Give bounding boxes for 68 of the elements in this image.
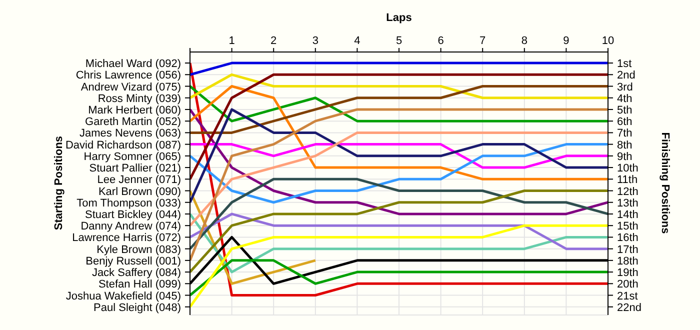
y2-tick-label: 10th — [617, 162, 638, 175]
line-series — [190, 108, 608, 262]
category-label: Stuart Pallier (021) — [89, 162, 181, 175]
category-label: Michael Ward (092) — [85, 58, 181, 70]
line-series — [190, 85, 608, 122]
category-label: Tom Thompson (033) — [76, 197, 181, 210]
y2-tick-label: 11th — [617, 174, 638, 186]
y2-tick-label: 19th — [617, 267, 638, 280]
category-label: James Nevens (063) — [80, 128, 181, 140]
category-label: Ross Minty (039) — [98, 92, 181, 105]
x-tick-label: 9 — [563, 35, 570, 47]
category-label: Benjy Russell (001) — [86, 255, 181, 268]
line-series — [190, 212, 608, 250]
y2-tick-label: 4th — [617, 92, 632, 105]
category-label: Danny Andrew (074) — [80, 220, 181, 233]
y2-tick-label: 1st — [617, 58, 632, 70]
y2-tick-label: 3rd — [617, 81, 633, 94]
y2-tick-label: 5th — [617, 104, 632, 116]
y2-tick-label: 20th — [617, 278, 638, 291]
category-label: Gareth Martin (052) — [85, 116, 181, 128]
category-label: Paul Sleight (048) — [94, 302, 181, 314]
x-tick-label: 1 — [228, 35, 235, 47]
x-tick-label: 5 — [396, 35, 402, 47]
x-tick-label: 10 — [602, 35, 614, 47]
line-series — [190, 259, 608, 297]
y2-tick-label: 15th — [617, 220, 638, 233]
category-label: Lawrence Harris (072) — [72, 232, 181, 244]
category-label: Chris Lawrence (056) — [76, 70, 181, 82]
y2-tick-label: 18th — [617, 255, 638, 268]
x-tick-label: 4 — [354, 35, 360, 47]
y2-tick-label: 14th — [617, 208, 638, 221]
y2-axis-title: Finishing Positions — [659, 132, 671, 234]
category-label: Kyle Brown (083) — [96, 244, 181, 256]
y2-tick-label: 9th — [617, 150, 632, 163]
line-series — [190, 190, 608, 274]
line-series — [190, 131, 608, 227]
x-tick-label: 6 — [438, 35, 444, 47]
y2-tick-label: 21st — [617, 290, 638, 302]
y2-tick-label: 16th — [617, 232, 638, 244]
x-axis-title: Laps — [385, 12, 413, 24]
y2-tick-label: 6th — [617, 116, 632, 128]
y2-tick-label: 2nd — [617, 70, 636, 82]
text: Starting Positions — [53, 136, 65, 230]
x-tick-label: 7 — [480, 35, 486, 47]
category-label: Joshua Wakefield (045) — [66, 290, 181, 302]
category-label: Karl Brown (090) — [98, 186, 181, 198]
category-label: Jack Saffery (084) — [92, 267, 181, 280]
line-series — [190, 224, 608, 308]
category-label: Stuart Bickley (044) — [85, 208, 181, 221]
x-tick-label: 2 — [270, 35, 277, 47]
category-label: Mark Herbert (060) — [88, 104, 181, 116]
y2-tick-label: 8th — [617, 139, 632, 152]
y2-tick-label: 17th — [617, 244, 638, 256]
y2-tick-label: 7th — [617, 128, 632, 140]
y2-tick-label: 13th — [617, 197, 638, 210]
y2-tick-label: 22nd — [617, 302, 642, 314]
x-tick-label: 8 — [521, 35, 528, 47]
category-label: Andrew Vizard (075) — [80, 81, 181, 94]
line-series — [190, 178, 608, 250]
category-label: Lee Jenner (071) — [97, 174, 181, 186]
y2-tick-label: 12th — [617, 186, 638, 198]
line-series — [190, 143, 608, 204]
line-series — [190, 212, 608, 274]
category-label: David Richardson (087) — [65, 139, 181, 152]
category-label: Harry Somner (065) — [84, 150, 181, 163]
x-tick-label: 3 — [312, 35, 318, 47]
category-label: Stefan Hall (099) — [98, 278, 181, 291]
line-series — [190, 85, 608, 134]
